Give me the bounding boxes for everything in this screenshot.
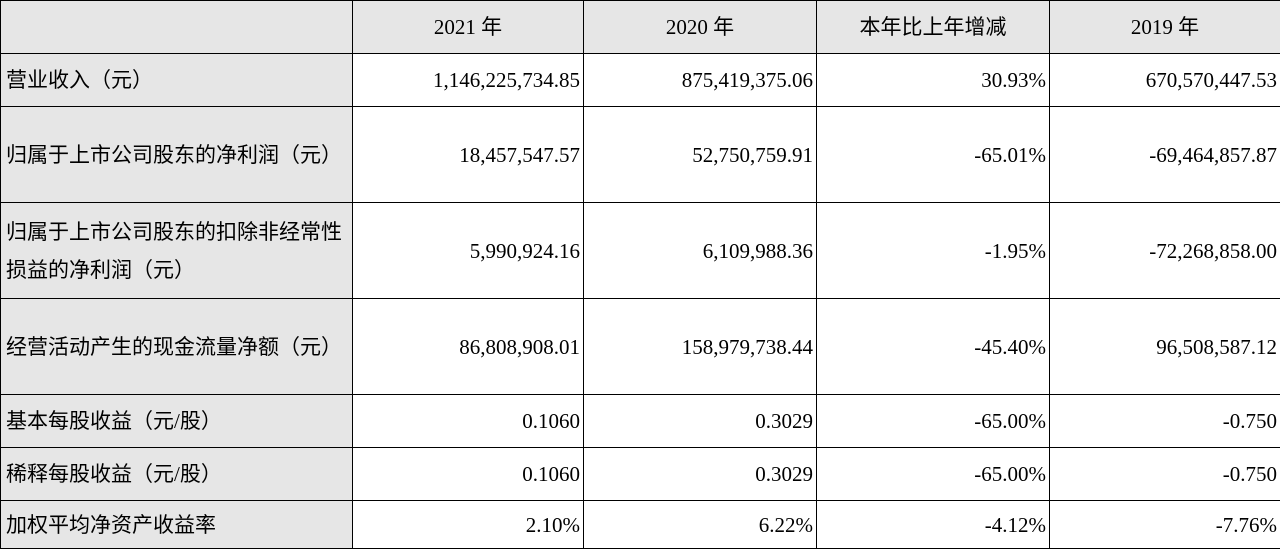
cell-value: -0.750 bbox=[1049, 394, 1280, 448]
cell-value: 52,750,759.91 bbox=[583, 106, 817, 203]
row-label-operating-cash-flow: 经营活动产生的现金流量净额（元） bbox=[0, 298, 353, 395]
cell-value: 875,419,375.06 bbox=[583, 53, 817, 107]
cell-value: 0.3029 bbox=[583, 394, 817, 448]
cell-value: -65.00% bbox=[816, 447, 1050, 501]
cell-value: 670,570,447.53 bbox=[1049, 53, 1280, 107]
table-row: 基本每股收益（元/股） 0.1060 0.3029 -65.00% -0.750 bbox=[0, 394, 1280, 448]
cell-value: -65.00% bbox=[816, 394, 1050, 448]
row-label-net-profit-deducted: 归属于上市公司股东的扣除非经常性损益的净利润（元） bbox=[0, 202, 353, 299]
cell-value: -4.12% bbox=[816, 500, 1050, 549]
row-label-diluted-eps: 稀释每股收益（元/股） bbox=[0, 447, 353, 501]
cell-value: 5,990,924.16 bbox=[352, 202, 584, 299]
header-yoy-change: 本年比上年增减 bbox=[816, 0, 1050, 54]
cell-value: 18,457,547.57 bbox=[352, 106, 584, 203]
header-corner bbox=[0, 0, 353, 54]
cell-value: -7.76% bbox=[1049, 500, 1280, 549]
cell-value: -1.95% bbox=[816, 202, 1050, 299]
cell-value: 96,508,587.12 bbox=[1049, 298, 1280, 395]
table-row: 经营活动产生的现金流量净额（元） 86,808,908.01 158,979,7… bbox=[0, 298, 1280, 395]
row-label-basic-eps: 基本每股收益（元/股） bbox=[0, 394, 353, 448]
header-year-2020: 2020 年 bbox=[583, 0, 817, 54]
cell-value: -65.01% bbox=[816, 106, 1050, 203]
table-row: 加权平均净资产收益率 2.10% 6.22% -4.12% -7.76% bbox=[0, 500, 1280, 549]
cell-value: 0.1060 bbox=[352, 394, 584, 448]
cell-value: 6,109,988.36 bbox=[583, 202, 817, 299]
table-row: 稀释每股收益（元/股） 0.1060 0.3029 -65.00% -0.750 bbox=[0, 447, 1280, 501]
cell-value: 2.10% bbox=[352, 500, 584, 549]
cell-value: 86,808,908.01 bbox=[352, 298, 584, 395]
cell-value: -0.750 bbox=[1049, 447, 1280, 501]
header-year-2019: 2019 年 bbox=[1049, 0, 1280, 54]
header-year-2021: 2021 年 bbox=[352, 0, 584, 54]
row-label-weighted-roe: 加权平均净资产收益率 bbox=[0, 500, 353, 549]
table-row: 营业收入（元） 1,146,225,734.85 875,419,375.06 … bbox=[0, 53, 1280, 107]
cell-value: 6.22% bbox=[583, 500, 817, 549]
cell-value: 0.3029 bbox=[583, 447, 817, 501]
table-row: 归属于上市公司股东的净利润（元） 18,457,547.57 52,750,75… bbox=[0, 106, 1280, 203]
header-row: 2021 年 2020 年 本年比上年增减 2019 年 bbox=[0, 0, 1280, 54]
cell-value: -72,268,858.00 bbox=[1049, 202, 1280, 299]
cell-value: 30.93% bbox=[816, 53, 1050, 107]
cell-value: 0.1060 bbox=[352, 447, 584, 501]
row-label-revenue: 营业收入（元） bbox=[0, 53, 353, 107]
table-row: 归属于上市公司股东的扣除非经常性损益的净利润（元） 5,990,924.16 6… bbox=[0, 202, 1280, 299]
row-label-net-profit: 归属于上市公司股东的净利润（元） bbox=[0, 106, 353, 203]
cell-value: -45.40% bbox=[816, 298, 1050, 395]
cell-value: 1,146,225,734.85 bbox=[352, 53, 584, 107]
cell-value: -69,464,857.87 bbox=[1049, 106, 1280, 203]
cell-value: 158,979,738.44 bbox=[583, 298, 817, 395]
